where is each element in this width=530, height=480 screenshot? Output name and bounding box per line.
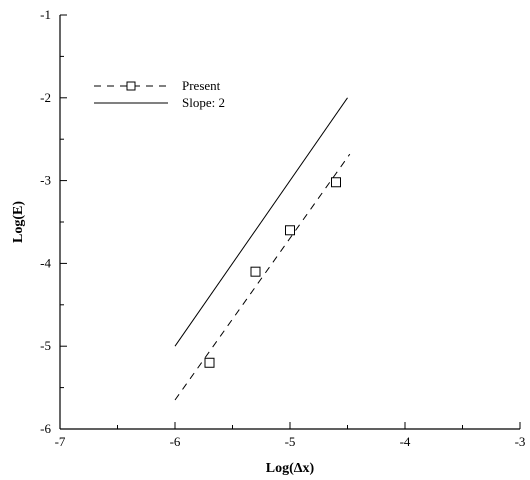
y-axis-title: Log(E) bbox=[11, 201, 26, 243]
series-present-marker bbox=[250, 266, 261, 277]
y-tick-label: -6 bbox=[40, 421, 51, 436]
x-tick-label: -3 bbox=[515, 434, 526, 449]
series-present-marker bbox=[285, 225, 295, 236]
tick-labels: -7 -6 -5 -4 -3 -6 -5 -4 -3 -2 -1 bbox=[40, 7, 525, 449]
series-layer bbox=[174, 97, 351, 401]
x-tick-label: -5 bbox=[285, 434, 296, 449]
y-tick-label: -3 bbox=[40, 173, 51, 188]
legend-marker-present bbox=[126, 81, 136, 91]
y-tick-label: -4 bbox=[40, 255, 51, 270]
tick-marks bbox=[59, 14, 521, 430]
x-axis-title: Log(Δx) bbox=[266, 461, 315, 476]
axes bbox=[59, 15, 520, 430]
y-tick-label: -5 bbox=[40, 338, 51, 353]
x-tick-label: -6 bbox=[170, 434, 181, 449]
legend: Present Slope: 2 bbox=[94, 78, 225, 110]
series-present-line bbox=[174, 153, 351, 401]
legend-label-slope: Slope: 2 bbox=[182, 95, 225, 110]
x-tick-label: -4 bbox=[400, 434, 411, 449]
y-tick-label: -1 bbox=[40, 7, 51, 22]
series-present-marker bbox=[204, 357, 215, 368]
series-present-marker bbox=[331, 177, 341, 188]
series-slope-line bbox=[174, 97, 348, 347]
x-tick-label: -7 bbox=[55, 434, 66, 449]
y-tick-label: -2 bbox=[40, 90, 51, 105]
legend-label-present: Present bbox=[182, 78, 221, 93]
